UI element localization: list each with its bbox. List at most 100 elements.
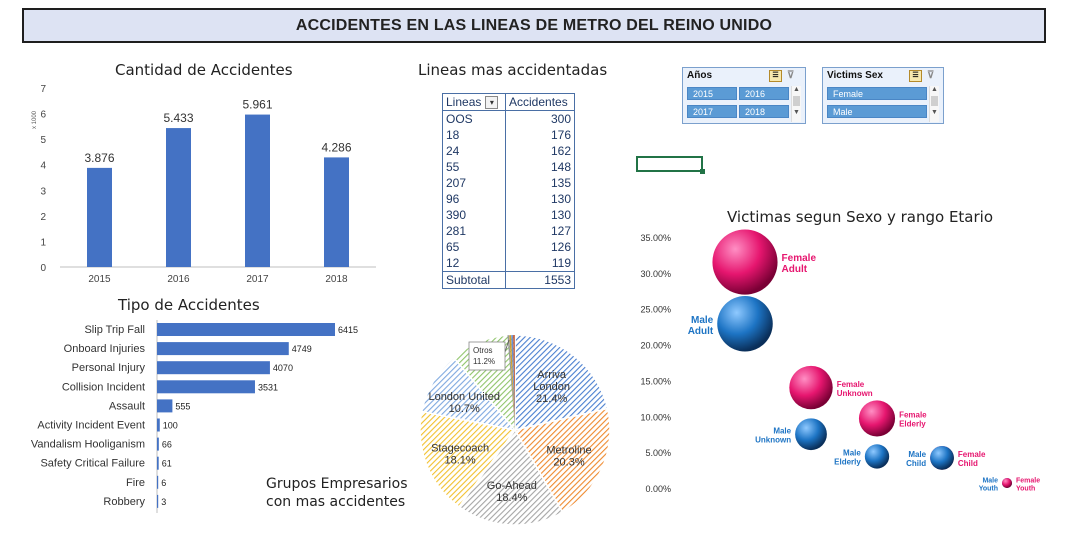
- y-tick-label: 0.00%: [645, 484, 671, 494]
- linea-cell[interactable]: 65: [443, 239, 506, 255]
- subtotal-row[interactable]: Subtotal 1553: [443, 272, 575, 289]
- table-row[interactable]: 24 162: [443, 143, 575, 159]
- table-row[interactable]: 18 176: [443, 127, 575, 143]
- linea-cell[interactable]: 96: [443, 191, 506, 207]
- slicer-anos-title: Años: [687, 70, 712, 81]
- y-tick-label: 1: [40, 237, 46, 248]
- slice-label: Metroline: [546, 444, 591, 456]
- bubble: [1002, 478, 1012, 488]
- linea-cell[interactable]: 12: [443, 255, 506, 272]
- category-label: Fire: [126, 477, 145, 489]
- table-row[interactable]: 281 127: [443, 223, 575, 239]
- victimas-chart-title: Victimas segun Sexo y rango Etario: [727, 208, 993, 226]
- accidentes-cell[interactable]: 127: [506, 223, 575, 239]
- slicer-sexo-item[interactable]: Female: [827, 87, 927, 100]
- x-tick-label: 2016: [167, 274, 190, 285]
- slicer-sexo[interactable]: Victims Sex ☰ ⊽ Female Male ▲ ▼: [822, 67, 944, 124]
- accidentes-cell[interactable]: 300: [506, 111, 575, 128]
- bubble-label: Youth: [979, 485, 998, 492]
- grupos-pie-chart[interactable]: ArrivaLondon21.4%Metroline20.3%Go-Ahead1…: [405, 326, 625, 526]
- table-row[interactable]: 12 119: [443, 255, 575, 272]
- accidentes-cell[interactable]: 130: [506, 207, 575, 223]
- linea-cell[interactable]: OOS: [443, 111, 506, 128]
- scroll-down-icon[interactable]: ▼: [792, 109, 801, 116]
- category-label: Onboard Injuries: [64, 343, 146, 355]
- victimas-bubble-chart[interactable]: 0.00% 5.00% 10.00% 15.00% 20.00% 25.00% 30.00%…: [630, 226, 1060, 526]
- table-row[interactable]: OOS 300: [443, 111, 575, 128]
- slicer-anos-item[interactable]: 2015: [687, 87, 737, 100]
- selected-cell[interactable]: [636, 156, 703, 172]
- table-row[interactable]: 55 148: [443, 159, 575, 175]
- pivot-header-lineas[interactable]: Lineas ▾: [443, 94, 506, 111]
- slice-pct-label: 18.4%: [496, 492, 527, 504]
- slicer-anos-item[interactable]: 2018: [739, 105, 789, 118]
- bar: [157, 399, 172, 412]
- linea-cell[interactable]: 390: [443, 207, 506, 223]
- accidentes-cell[interactable]: 162: [506, 143, 575, 159]
- cantidad-bar-chart[interactable]: 0 1 2 3 4 5 6 7 x 1000 3.876 2015 5.433 2016 5.961 201…: [28, 80, 380, 290]
- lineas-pivot-table[interactable]: Lineas ▾ Accidentes OOS 300 18 176 24 162 55 148…: [442, 93, 575, 289]
- bar: [157, 457, 159, 470]
- accidentes-cell[interactable]: 148: [506, 159, 575, 175]
- bar-value-label: 3.876: [84, 151, 114, 165]
- slice-pct-label: 20.3%: [553, 456, 584, 468]
- slicer-anos-scrollbar[interactable]: ▲ ▼: [791, 86, 801, 122]
- bar-value-label: 4749: [292, 344, 312, 354]
- bubble-label: Female: [837, 380, 865, 389]
- linea-cell[interactable]: 24: [443, 143, 506, 159]
- bar: [157, 476, 158, 489]
- table-row[interactable]: 390 130: [443, 207, 575, 223]
- slicer-sexo-item[interactable]: Male: [827, 105, 927, 118]
- scroll-down-icon[interactable]: ▼: [930, 109, 939, 116]
- accidentes-cell[interactable]: 130: [506, 191, 575, 207]
- slicer-anos-item[interactable]: 2016: [739, 87, 789, 100]
- category-label: Robbery: [103, 496, 145, 508]
- table-row[interactable]: 65 126: [443, 239, 575, 255]
- multi-select-icon[interactable]: ☰: [909, 70, 922, 82]
- clear-filter-icon[interactable]: ⊽: [927, 68, 934, 84]
- slicer-anos-item[interactable]: 2017: [687, 105, 737, 118]
- scroll-up-icon[interactable]: ▲: [792, 86, 801, 93]
- bubble-label: Female: [958, 450, 986, 459]
- slicer-anos[interactable]: Años ☰ ⊽ 2015 2016 2017 2018 ▲ ▼: [682, 67, 806, 124]
- bubble-label: Male: [908, 450, 926, 459]
- bar-value-label: 66: [162, 440, 172, 450]
- filter-dropdown-icon[interactable]: ▾: [485, 96, 498, 109]
- slice-pct-label: 10.7%: [449, 403, 480, 415]
- fill-handle[interactable]: [700, 169, 705, 174]
- bar: [166, 128, 191, 267]
- slice-label: London: [533, 381, 570, 393]
- table-row[interactable]: 207 135: [443, 175, 575, 191]
- bar-value-label: 61: [162, 459, 172, 469]
- scroll-up-icon[interactable]: ▲: [930, 86, 939, 93]
- slicer-sexo-header: Victims Sex ☰ ⊽: [823, 68, 943, 84]
- y-tick-label: 6: [40, 110, 46, 121]
- y-tick-label: 7: [40, 84, 46, 95]
- multi-select-icon[interactable]: ☰: [769, 70, 782, 82]
- accidentes-cell[interactable]: 176: [506, 127, 575, 143]
- category-label: Personal Injury: [72, 362, 146, 374]
- y-tick-label: 4: [40, 161, 46, 172]
- bar: [324, 157, 349, 267]
- grupos-chart-title: Grupos Empresarios con mas accidentes: [266, 475, 407, 511]
- linea-cell[interactable]: 55: [443, 159, 506, 175]
- y-tick-label: 15.00%: [640, 376, 671, 386]
- accidentes-cell[interactable]: 126: [506, 239, 575, 255]
- accidentes-cell[interactable]: 135: [506, 175, 575, 191]
- table-row[interactable]: 96 130: [443, 191, 575, 207]
- bar: [157, 438, 159, 451]
- linea-cell[interactable]: 281: [443, 223, 506, 239]
- bar-value-label: 5.961: [242, 98, 272, 112]
- scroll-thumb[interactable]: [931, 96, 938, 106]
- slice-label: Stagecoach: [431, 442, 489, 454]
- scroll-thumb[interactable]: [793, 96, 800, 106]
- bubble: [789, 366, 832, 409]
- accidentes-cell[interactable]: 119: [506, 255, 575, 272]
- slice-label: London United: [428, 391, 500, 403]
- slicer-sexo-scrollbar[interactable]: ▲ ▼: [929, 86, 939, 122]
- clear-filter-icon[interactable]: ⊽: [787, 68, 794, 84]
- bubble-label: Youth: [1016, 485, 1035, 492]
- y-tick-label: 5.00%: [645, 448, 671, 458]
- linea-cell[interactable]: 18: [443, 127, 506, 143]
- linea-cell[interactable]: 207: [443, 175, 506, 191]
